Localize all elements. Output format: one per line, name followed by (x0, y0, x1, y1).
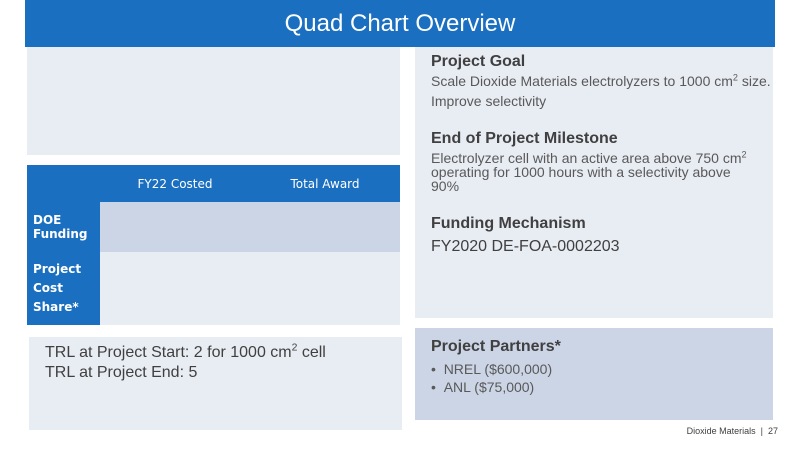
text: cell (297, 344, 326, 361)
superscript: 2 (732, 72, 738, 83)
text: Scale Dioxide Materials electrolyzers to… (431, 73, 733, 89)
text: NREL ($600,000) (443, 361, 553, 377)
funding-text: FY2020 DE-FOA-0002203 (431, 238, 620, 255)
superscript: 2 (741, 149, 747, 160)
header-cell: FY22 Costed (137, 176, 213, 191)
milestone-text: Electrolyzer cell with an active area ab… (431, 149, 761, 194)
goal-line: Scale Dioxide Materials electrolyzers to… (431, 72, 773, 89)
info-panel: Project Goal Scale Dioxide Materials ele… (415, 47, 773, 318)
text: TRL at Project Start: 2 for 1000 cm (45, 344, 292, 361)
goal-heading: Project Goal (431, 53, 526, 70)
partners-panel: Project Partners* • NREL ($600,000) • AN… (415, 328, 773, 420)
trl-panel: TRL at Project Start: 2 for 1000 cm2 cel… (29, 337, 402, 430)
trl-start: TRL at Project Start: 2 for 1000 cm2 cel… (45, 343, 402, 363)
row-label: Project Cost Share* (27, 252, 100, 325)
text: ANL ($75,000) (443, 379, 535, 395)
partners-heading: Project Partners* (431, 338, 561, 355)
text: operating for 1000 hours with a selectiv… (431, 164, 731, 194)
superscript: 2 (291, 342, 298, 354)
title-bar: Quad Chart Overview (25, 0, 775, 47)
page-number: 27 (767, 426, 778, 436)
footer: Dioxide Materials | 27 (686, 426, 778, 436)
funding-heading: Funding Mechanism (431, 215, 586, 232)
text: Electrolyzer cell with an active area ab… (431, 150, 742, 166)
milestone-heading: End of Project Milestone (431, 130, 618, 147)
empty-panel (27, 47, 400, 155)
row-label: DOE Funding (27, 202, 100, 252)
header-cell: Total Award (290, 176, 360, 191)
title: Quad Chart Overview (284, 10, 516, 37)
trl-end: TRL at Project End: 5 (45, 364, 198, 381)
funding-table: FY22 Costed Total Award DOE Funding Proje… (27, 165, 400, 325)
text: size. (737, 73, 771, 89)
partner-item: • NREL ($600,000) (431, 361, 553, 377)
footer-org: Dioxide Materials (686, 426, 756, 436)
goal-line: Improve selectivity (431, 93, 547, 109)
partner-list: • NREL ($600,000) • ANL ($75,000) (431, 360, 773, 396)
partner-item: • ANL ($75,000) (431, 379, 535, 395)
